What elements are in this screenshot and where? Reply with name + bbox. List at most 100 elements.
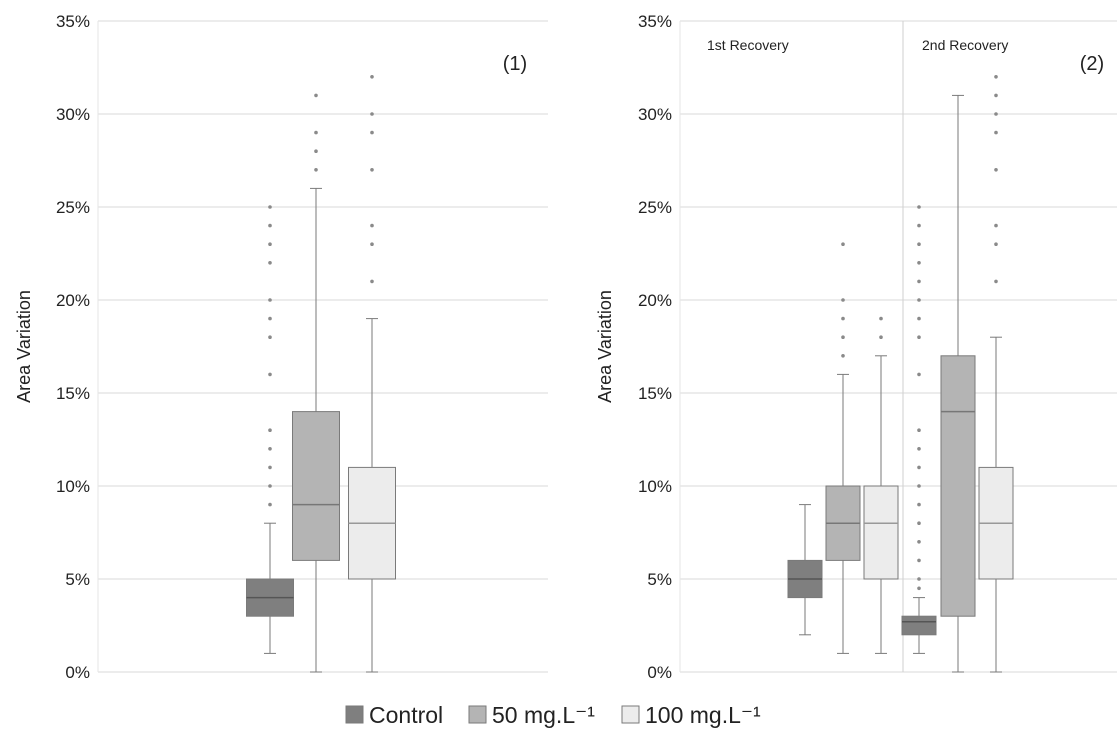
outlier-point [268,261,272,265]
outlier-point [917,577,921,581]
outlier-point [994,75,998,79]
outlier-point [268,298,272,302]
y-axis-label: Area Variation [595,290,615,403]
outlier-point [841,298,845,302]
y-tick-label: 30% [638,105,672,124]
outlier-point [268,205,272,209]
outlier-point [370,168,374,172]
outlier-point [841,316,845,321]
outlier-point [994,242,998,246]
outlier-point [994,130,998,135]
outlier-point [917,428,921,433]
box-c50 [940,94,976,673]
box-c100 [348,75,396,673]
y-tick-label: 5% [65,570,90,589]
outlier-point [370,279,374,284]
outlier-point [917,298,921,302]
outlier-point [370,130,374,135]
legend-swatch-c50 [468,705,487,724]
outlier-point [268,316,272,321]
outlier-point [268,223,272,228]
outlier-point [268,465,272,470]
y-tick-label: 15% [56,384,90,403]
y-tick-label: 35% [56,12,90,31]
legend-swatch-control [345,705,364,724]
y-tick-label: 30% [56,105,90,124]
y-tick-label: 25% [638,198,672,217]
outlier-point [268,447,272,451]
y-tick-label: 0% [65,663,90,682]
y-tick-label: 10% [638,477,672,496]
outlier-point [370,242,374,246]
outlier-point [268,502,272,507]
box-c50 [292,93,340,673]
outlier-point [917,279,921,284]
outlier-point [917,502,921,507]
panel-label: (1) [503,53,527,75]
outlier-point [917,223,921,228]
outlier-point [917,586,921,591]
outlier-point [917,335,921,340]
chart-panel-1: 0% 5% 10% 15% 20% 25% 30% 35% Area Variation (1) [14,12,548,682]
box-control [246,205,294,654]
outlier-point [917,205,921,209]
section-label: 2nd Recovery [922,37,1008,53]
outlier-point [917,558,921,563]
legend-swatch-c100 [621,705,640,724]
y-tick-label: 25% [56,198,90,217]
box-iqr [863,485,899,580]
y-tick-label: 5% [647,570,672,589]
outlier-point [994,93,998,98]
box-control [787,504,823,636]
outlier-point [370,112,374,116]
outlier-point [917,521,921,525]
outlier-point [314,149,318,153]
outlier-point [917,447,921,451]
box-iqr [292,411,340,561]
legend: Control 50 mg.L⁻¹ 100 mg.L⁻¹ [345,702,761,728]
box-c50 [825,242,861,654]
outlier-point [268,372,272,377]
outlier-point [370,223,374,228]
outlier-point [268,484,272,488]
y-tick-label: 15% [638,384,672,403]
y-tick-label: 0% [647,663,672,682]
outlier-point [268,335,272,340]
y-tick-label: 10% [56,477,90,496]
legend-label-c100: 100 mg.L⁻¹ [645,702,761,728]
y-axis-label: Area Variation [14,290,34,403]
outlier-point [917,465,921,470]
outlier-point [994,279,998,284]
section-label: 1st Recovery [707,37,789,53]
outlier-point [917,316,921,321]
outlier-point [314,130,318,135]
y-tick-label: 20% [56,291,90,310]
outlier-point [841,354,845,358]
outlier-point [917,372,921,377]
y-tick-label: 20% [638,291,672,310]
legend-label-c50: 50 mg.L⁻¹ [492,702,595,728]
outlier-point [268,242,272,246]
outlier-point [314,168,318,172]
outlier-point [879,335,883,340]
outlier-point [841,242,845,246]
outlier-point [841,335,845,340]
outlier-point [994,112,998,116]
box-c100 [863,316,899,654]
box-iqr [901,615,937,636]
box-iqr [940,355,976,617]
outlier-point [314,93,318,98]
box-c100 [978,75,1014,673]
outlier-point [879,316,883,321]
outlier-point [917,540,921,544]
panel-label: (2) [1080,53,1104,75]
chart-panel-2: 0% 5% 10% 15% 20% 25% 30% 35% Area Variation (2) 1… [595,12,1117,682]
outlier-point [917,261,921,265]
legend-label-control: Control [369,702,443,728]
outlier-point [268,428,272,433]
outlier-point [917,242,921,246]
y-tick-label: 35% [638,12,672,31]
box-control [901,205,937,654]
